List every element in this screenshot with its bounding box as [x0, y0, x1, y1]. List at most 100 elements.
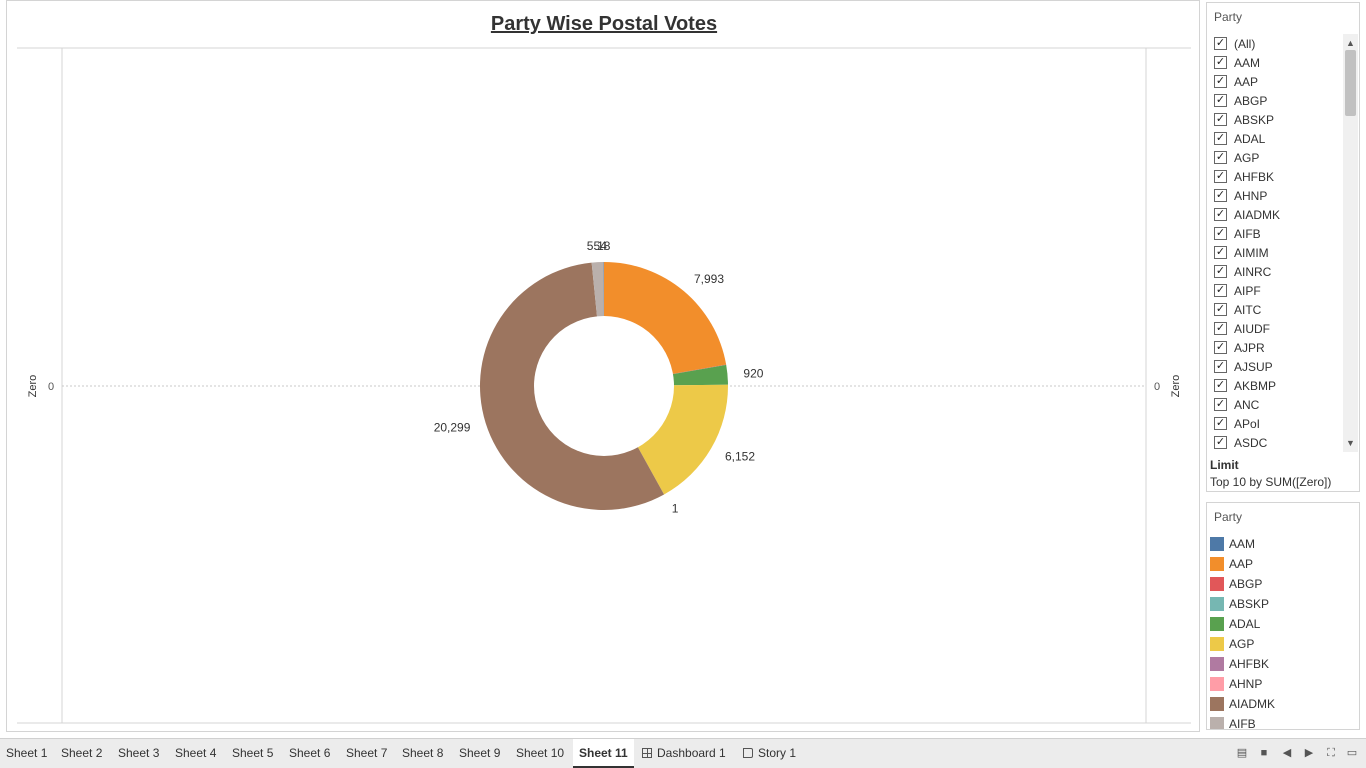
filter-item[interactable]: ✓ (All) — [1207, 34, 1345, 53]
slice-label-aam: 18 — [597, 239, 611, 253]
filter-item-label: AITC — [1234, 302, 1262, 317]
tab-sheet-4[interactable]: Sheet 4 — [169, 739, 222, 768]
checkbox-icon[interactable]: ✓ — [1214, 322, 1227, 335]
tab-sheet-10[interactable]: Sheet 10 — [510, 739, 570, 768]
legend-list: AAM AAP ABGP ABSKP ADAL AGP AHFBK AHNP AIADMK AIF… — [1210, 534, 1275, 729]
legend-label: AGP — [1229, 637, 1255, 651]
filter-item[interactable]: ✓ AIADMK — [1207, 205, 1345, 224]
previous-sheet-icon[interactable]: ◀ — [1282, 747, 1292, 759]
legend-item[interactable]: AHFBK — [1210, 654, 1275, 674]
filter-item[interactable]: ✓ AKBMP — [1207, 376, 1345, 395]
checkbox-icon[interactable]: ✓ — [1214, 151, 1227, 164]
tab-sheet-9[interactable]: Sheet 9 — [453, 739, 506, 768]
checkbox-icon[interactable]: ✓ — [1214, 265, 1227, 278]
limit-text: Top 10 by SUM([Zero]) — [1210, 475, 1332, 489]
scroll-down-icon[interactable]: ▼ — [1346, 438, 1355, 448]
tab-dashboard-1[interactable]: Dashboard 1 — [636, 739, 732, 768]
checkbox-icon[interactable]: ✓ — [1214, 303, 1227, 316]
left-axis-tick: 0 — [48, 381, 54, 393]
legend-label: ADAL — [1229, 617, 1261, 631]
tab-label: Sheet 3 — [118, 746, 160, 760]
scroll-thumb[interactable] — [1345, 50, 1356, 116]
legend-item[interactable]: AHNP — [1210, 674, 1275, 694]
checkbox-icon[interactable]: ✓ — [1214, 284, 1227, 297]
filter-item-label: AHNP — [1234, 188, 1268, 203]
filter-item[interactable]: ✓ AGP — [1207, 148, 1345, 167]
checkbox-icon[interactable]: ✓ — [1214, 170, 1227, 183]
filter-item-label: AKBMP — [1234, 378, 1277, 393]
tab-sheet-2[interactable]: Sheet 2 — [55, 739, 108, 768]
checkbox-icon[interactable]: ✓ — [1214, 113, 1227, 126]
filter-item[interactable]: ✓ ASDC — [1207, 433, 1345, 452]
tab-sheet-8[interactable]: Sheet 8 — [396, 739, 449, 768]
checkbox-icon[interactable]: ✓ — [1214, 379, 1227, 392]
tab-view-icon[interactable]: ■ — [1260, 747, 1268, 759]
filter-title: Party — [1214, 10, 1243, 24]
presentation-mode-icon[interactable]: ▭ — [1346, 747, 1358, 759]
checkbox-icon[interactable]: ✓ — [1214, 208, 1227, 221]
filter-item[interactable]: ✓ AAP — [1207, 72, 1345, 91]
checkbox-icon[interactable]: ✓ — [1214, 341, 1227, 354]
legend-item[interactable]: AIADMK — [1210, 694, 1275, 714]
filter-item[interactable]: ✓ ADAL — [1207, 129, 1345, 148]
legend-label: ABSKP — [1229, 597, 1270, 611]
checkbox-icon[interactable]: ✓ — [1214, 398, 1227, 411]
checkbox-icon[interactable]: ✓ — [1214, 37, 1227, 50]
filter-item[interactable]: ✓ APoI — [1207, 414, 1345, 433]
tab-label: Sheet 7 — [346, 746, 388, 760]
legend-swatch — [1210, 637, 1224, 651]
tab-sheet-5[interactable]: Sheet 5 — [226, 739, 279, 768]
checkbox-icon[interactable]: ✓ — [1214, 436, 1227, 449]
checkbox-icon[interactable]: ✓ — [1214, 189, 1227, 202]
tab-sheet-7[interactable]: Sheet 7 — [340, 739, 393, 768]
filter-item[interactable]: ✓ ABSKP — [1207, 110, 1345, 129]
scroll-up-icon[interactable]: ▲ — [1346, 38, 1355, 48]
legend-item[interactable]: AAM — [1210, 534, 1275, 554]
filter-item[interactable]: ✓ AJSUP — [1207, 357, 1345, 376]
legend-item[interactable]: ADAL — [1210, 614, 1275, 634]
filter-item[interactable]: ✓ AJPR — [1207, 338, 1345, 357]
fullscreen-icon[interactable]: ⛶ — [1327, 747, 1335, 759]
legend-title: Party — [1214, 510, 1243, 524]
filter-item[interactable]: ✓ AIUDF — [1207, 319, 1345, 338]
legend-item[interactable]: ABGP — [1210, 574, 1275, 594]
filter-item[interactable]: ✓ AHFBK — [1207, 167, 1345, 186]
checkbox-icon[interactable]: ✓ — [1214, 56, 1227, 69]
filter-item[interactable]: ✓ AHNP — [1207, 186, 1345, 205]
legend-swatch — [1210, 717, 1224, 729]
filmstrip-view-icon[interactable]: ▤ — [1236, 747, 1248, 759]
filter-item[interactable]: ✓ AIMIM — [1207, 243, 1345, 262]
checkbox-icon[interactable]: ✓ — [1214, 246, 1227, 259]
legend-item[interactable]: AAP — [1210, 554, 1275, 574]
tab-sheet-6[interactable]: Sheet 6 — [283, 739, 336, 768]
filter-item[interactable]: ✓ AAM — [1207, 53, 1345, 72]
tab-sheet-11[interactable]: Sheet 11 — [573, 739, 634, 768]
legend-item[interactable]: AIFB — [1210, 714, 1275, 729]
next-sheet-icon[interactable]: ▶ — [1304, 747, 1314, 759]
slice-label-agp: 6,152 — [725, 450, 755, 464]
filter-item-label: AHFBK — [1234, 169, 1275, 184]
filter-item[interactable]: ✓ ABGP — [1207, 91, 1345, 110]
checkbox-icon[interactable]: ✓ — [1214, 360, 1227, 373]
party-filter-card: Party ✓ (All) ✓ AAM ✓ AAP ✓ ABGP ✓ ABSKP ✓ ADAL ✓ AGP… — [1206, 2, 1360, 492]
tab-story-1[interactable]: Story 1 — [737, 739, 802, 768]
tab-sheet-1[interactable]: Sheet 1 — [0, 739, 53, 768]
filter-list: ✓ (All) ✓ AAM ✓ AAP ✓ ABGP ✓ ABSKP ✓ ADAL ✓ AGP ✓ AHFBK… — [1207, 34, 1345, 452]
legend-swatch — [1210, 697, 1224, 711]
checkbox-icon[interactable]: ✓ — [1214, 417, 1227, 430]
checkbox-icon[interactable]: ✓ — [1214, 227, 1227, 240]
filter-scrollbar[interactable]: ▲ ▼ — [1343, 34, 1358, 452]
filter-item[interactable]: ✓ AIFB — [1207, 224, 1345, 243]
filter-item[interactable]: ✓ AITC — [1207, 300, 1345, 319]
legend-label: AAP — [1229, 557, 1254, 571]
checkbox-icon[interactable]: ✓ — [1214, 75, 1227, 88]
tab-sheet-3[interactable]: Sheet 3 — [112, 739, 165, 768]
legend-item[interactable]: AGP — [1210, 634, 1275, 654]
filter-item[interactable]: ✓ ANC — [1207, 395, 1345, 414]
checkbox-icon[interactable]: ✓ — [1214, 94, 1227, 107]
legend-item[interactable]: ABSKP — [1210, 594, 1275, 614]
filter-item[interactable]: ✓ AIPF — [1207, 281, 1345, 300]
checkbox-icon[interactable]: ✓ — [1214, 132, 1227, 145]
filter-item[interactable]: ✓ AINRC — [1207, 262, 1345, 281]
